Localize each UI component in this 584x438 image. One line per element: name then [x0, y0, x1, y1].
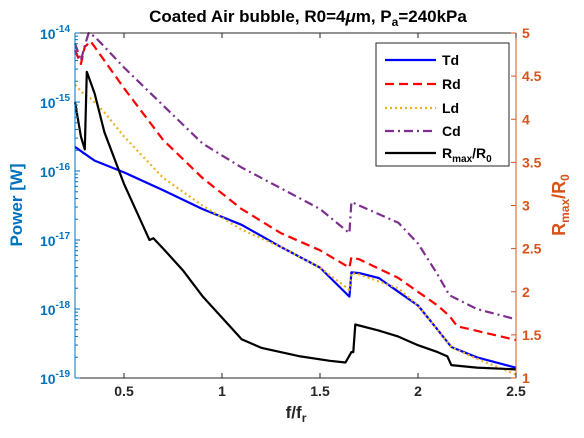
- tick-layer: 0.5 1 1.5 2 2.5 10-19 10-18 10-17 10-16 10-15 10-1…: [40, 24, 542, 399]
- y-left-tick-label: 10-19: [40, 369, 70, 387]
- legend-swatches: [385, 58, 436, 155]
- x-tick-label: 1.5: [310, 383, 330, 399]
- legend-box: [375, 42, 510, 167]
- y-right-tick-label: 2.5: [522, 241, 542, 257]
- x-tick-label: 1: [218, 383, 226, 399]
- legend-label-rd: Rd: [442, 76, 461, 92]
- series-layer: [73, 31, 517, 376]
- y-right-tick-label: 4: [522, 111, 530, 127]
- series-line-td: [74, 146, 517, 369]
- y-right-tick-label: 1.5: [522, 327, 542, 343]
- y-right-tick-label: 1: [522, 370, 530, 386]
- legend-label-ld: Ld: [442, 100, 459, 116]
- legend-label-cd: Cd: [442, 123, 461, 139]
- y-left-tick-label: 10-16: [40, 162, 70, 180]
- y-left-tick-label: 10-18: [40, 300, 70, 318]
- y-left-tick-label: 10-15: [40, 93, 70, 111]
- x-tick-label: 2.5: [506, 383, 526, 399]
- y-right-tick-label: 4.5: [522, 68, 542, 84]
- y-axis-left-label: Power [W]: [7, 163, 26, 246]
- series-line-rmax: [73, 70, 517, 371]
- x-tick-label: 2: [414, 383, 422, 399]
- y-axis-right-label: Rmax/R0: [549, 174, 572, 236]
- series-line-cd: [73, 31, 517, 321]
- x-axis-label: f/fr: [286, 403, 307, 425]
- legend-label-td: Td: [442, 52, 459, 68]
- y-right-tick-label: 3: [522, 198, 530, 214]
- y-right-tick-label: 3.5: [522, 154, 542, 170]
- chart-title: Coated Air bubble, R0=4μm, Pa=240kPa: [149, 7, 467, 29]
- x-tick-label: 0.5: [114, 383, 134, 399]
- y-right-tick-label: 2: [522, 284, 530, 300]
- legend-label-rmax: Rmax/R0: [442, 145, 492, 165]
- y-left-tick-label: 10-17: [40, 231, 70, 249]
- legend: Td Rd Ld Cd Rmax/R0: [375, 42, 510, 167]
- series-line-rd: [73, 40, 517, 342]
- y-right-tick-label: 5: [522, 25, 530, 41]
- y-left-tick-label: 10-14: [40, 24, 70, 42]
- series-line-ld: [74, 84, 517, 376]
